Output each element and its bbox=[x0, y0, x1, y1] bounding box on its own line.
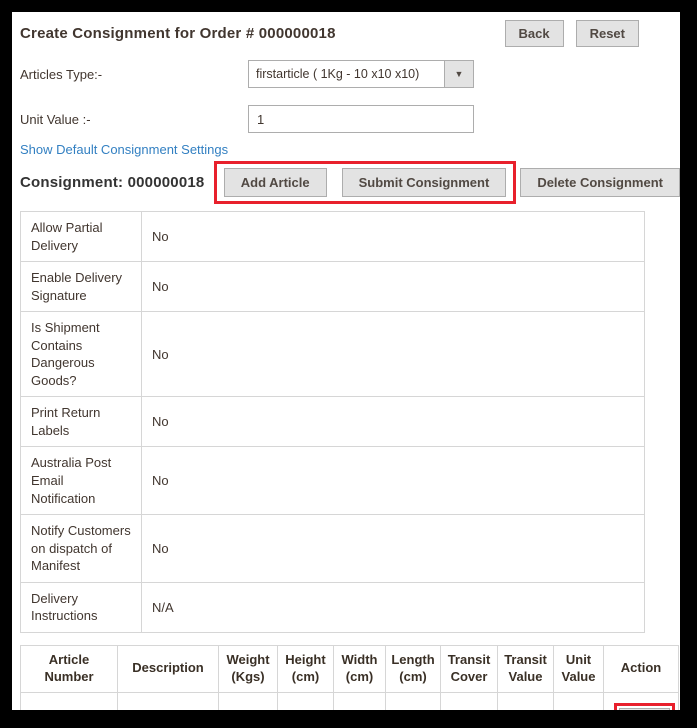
unit-value-label: Unit Value :- bbox=[20, 111, 91, 127]
transit-cover-cell: N bbox=[440, 691, 498, 710]
column-header: Weight (Kgs) bbox=[218, 644, 278, 693]
articles-type-row: Articles Type:- firstarticle ( 1Kg - 10 … bbox=[20, 60, 680, 88]
column-header: Length (cm) bbox=[385, 644, 441, 693]
column-header: Article Number bbox=[20, 644, 118, 693]
table-row: Enable Delivery Signature No bbox=[20, 261, 645, 313]
weight-cell: 2.00 bbox=[218, 691, 278, 710]
setting-label: Is Shipment Contains Dangerous Goods? bbox=[20, 311, 142, 398]
caret-down-icon[interactable]: ▼ bbox=[444, 61, 473, 87]
consignment-heading: Consignment: 000000018 bbox=[20, 174, 205, 191]
table-row: Delivery Instructions N/A bbox=[20, 581, 645, 633]
setting-value: No bbox=[141, 261, 645, 313]
table-row: Print Return Labels No bbox=[20, 396, 645, 448]
column-header: Width (cm) bbox=[333, 644, 386, 693]
setting-label: Allow Partial Delivery bbox=[20, 210, 142, 263]
show-default-settings-link[interactable]: Show Default Consignment Settings bbox=[20, 142, 229, 157]
submit-consignment-button[interactable]: Submit Consignment bbox=[341, 168, 507, 197]
setting-value: No bbox=[141, 311, 645, 398]
table-row: Allow Partial Delivery No bbox=[20, 210, 645, 263]
reset-button[interactable]: Reset bbox=[575, 20, 639, 47]
description-cell: secoundarticle bbox=[117, 691, 219, 710]
length-cell: 10 bbox=[385, 691, 441, 710]
consignment-settings-table: Allow Partial Delivery No Enable Deliver… bbox=[20, 210, 645, 633]
column-header: Description bbox=[117, 644, 219, 693]
setting-value: N/A bbox=[141, 581, 645, 633]
column-header: Transit Value bbox=[497, 644, 554, 693]
articles-table: Article Number Description Weight (Kgs) … bbox=[20, 644, 679, 710]
articles-type-label: Articles Type:- bbox=[20, 66, 103, 82]
edit-article-button[interactable]: Edit bbox=[619, 708, 670, 710]
unit-value-input[interactable] bbox=[248, 105, 474, 133]
annotation-highlight-toolbar: Add Article Submit Consignment bbox=[213, 161, 517, 204]
setting-label: Enable Delivery Signature bbox=[20, 261, 142, 313]
page-title: Create Consignment for Order # 000000018 bbox=[20, 25, 336, 42]
add-article-button[interactable]: Add Article bbox=[223, 168, 327, 197]
setting-label: Delivery Instructions bbox=[20, 581, 142, 633]
table-row: Notify Customers on dispatch of Manifest… bbox=[20, 514, 645, 583]
setting-label: Print Return Labels bbox=[20, 396, 142, 448]
consignment-toolbar: Consignment: 000000018 Add Article Submi… bbox=[20, 161, 680, 204]
width-cell: 10 bbox=[333, 691, 386, 710]
articles-type-select[interactable]: firstarticle ( 1Kg - 10 x10 x10) ▼ bbox=[248, 60, 474, 88]
column-header: Action bbox=[603, 644, 679, 693]
height-cell: 10 bbox=[277, 691, 334, 710]
header-buttons: Back Reset bbox=[504, 20, 639, 47]
setting-value: No bbox=[141, 446, 645, 516]
delete-consignment-button[interactable]: Delete Consignment bbox=[520, 168, 680, 197]
setting-value: No bbox=[141, 514, 645, 583]
table-row: Is Shipment Contains Dangerous Goods? No bbox=[20, 311, 645, 398]
setting-label: Notify Customers on dispatch of Manifest bbox=[20, 514, 142, 583]
action-buttons: Edit Delete bbox=[607, 703, 675, 710]
transit-value-cell: $0.00 bbox=[497, 691, 554, 710]
setting-label: Australia Post Email Notification bbox=[20, 446, 142, 516]
page-content: Create Consignment for Order # 000000018… bbox=[12, 12, 680, 710]
setting-value: No bbox=[141, 210, 645, 263]
table-row: 01382600001 secoundarticle 2.00 10 10 10… bbox=[20, 691, 679, 710]
table-row: Australia Post Email Notification No bbox=[20, 446, 645, 516]
column-header: Height (cm) bbox=[277, 644, 334, 693]
articles-type-selected-value: firstarticle ( 1Kg - 10 x10 x10) bbox=[256, 67, 420, 81]
action-cell: Edit Delete bbox=[603, 691, 679, 710]
back-button[interactable]: Back bbox=[504, 20, 564, 47]
article-number-cell: 01382600001 bbox=[20, 691, 118, 710]
page-header: Create Consignment for Order # 000000018… bbox=[20, 20, 680, 47]
unit-value-row: Unit Value :- bbox=[20, 105, 680, 133]
annotation-highlight-edit: Edit bbox=[614, 703, 675, 710]
column-header: Unit Value bbox=[553, 644, 604, 693]
column-header: Transit Cover bbox=[440, 644, 498, 693]
setting-value: No bbox=[141, 396, 645, 448]
unit-value-cell: $1.00 bbox=[553, 691, 604, 710]
articles-table-header-row: Article Number Description Weight (Kgs) … bbox=[20, 644, 679, 693]
